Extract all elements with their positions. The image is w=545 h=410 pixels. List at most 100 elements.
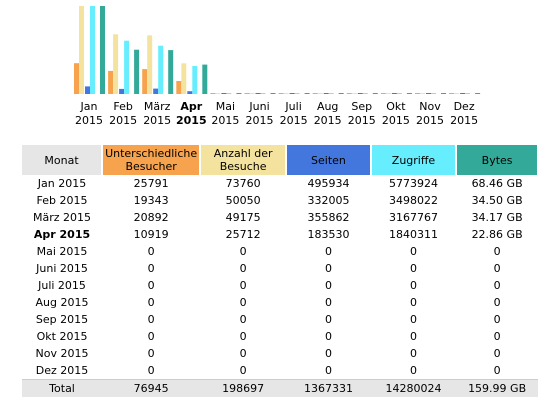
- month-label-year: 2015: [416, 114, 444, 127]
- header-visits-line2: Besuche: [219, 160, 267, 173]
- cell-month: Nov 2015: [35, 347, 89, 360]
- month-label-name: Mai: [215, 100, 236, 113]
- bar-visits: [283, 93, 289, 94]
- header-visits-line1: Anzahl der: [213, 147, 273, 160]
- total-pages: 1367331: [286, 379, 371, 397]
- month-label-name: Apr: [180, 100, 203, 113]
- cell-pages: 0: [324, 364, 332, 377]
- bar-hits: [362, 93, 368, 94]
- bar-visits: [317, 93, 323, 94]
- cell-visitors: 0: [147, 279, 155, 292]
- bar-bytes: [202, 64, 208, 94]
- bar-bytes: [270, 93, 276, 94]
- cell-month: Juni 2015: [36, 262, 88, 275]
- month-label-year: 2015: [211, 114, 240, 127]
- month-label-name: Dez: [453, 100, 475, 113]
- cell-pages: 0: [324, 262, 332, 275]
- bar-visitors: [142, 69, 148, 94]
- total-hits: 14280024: [370, 379, 457, 397]
- cell-visitors: 0: [147, 313, 155, 326]
- month-label: Feb 2015: [106, 100, 140, 128]
- bar-visitors: [108, 70, 114, 94]
- table-row: Dez 2015 0 0 0 0 0: [22, 362, 538, 380]
- month-label-year: 2015: [175, 114, 207, 127]
- month-label-name: März: [143, 100, 171, 113]
- cell-visits: 0: [239, 347, 247, 360]
- bar-bytes: [338, 93, 344, 94]
- cell-bytes: 68.46 GB: [471, 177, 523, 190]
- bar-chart-svg: [74, 6, 481, 94]
- cell-visits: 73760: [225, 177, 261, 190]
- bar-hits: [192, 66, 198, 94]
- table-row: Feb 2015 19343 50050 332005 3498022 34.50 GB: [22, 192, 538, 209]
- month-label: Okt 2015: [379, 100, 413, 128]
- bar-visits: [79, 6, 84, 94]
- bar-visitors: [244, 93, 250, 94]
- bar-pages: [255, 93, 261, 94]
- cell-month: Jan 2015: [37, 177, 87, 190]
- cell-visits: 50050: [225, 194, 261, 207]
- bar-hits: [90, 6, 95, 94]
- month-label-year: 2015: [109, 114, 138, 127]
- cell-month: Dez 2015: [35, 364, 89, 377]
- bar-visitors: [415, 93, 420, 94]
- month-label-name: Feb: [113, 100, 133, 113]
- cell-bytes: 0: [493, 279, 501, 292]
- total-visits: 198697: [200, 379, 287, 397]
- month-label-name: Juli: [285, 100, 302, 113]
- header-unique-visitors: Unterschiedliche Besucher: [102, 145, 202, 175]
- header-bytes: Bytes: [456, 145, 539, 175]
- cell-visits: 0: [239, 313, 247, 326]
- table-row: Sep 2015 0 0 0 0 0: [22, 311, 538, 328]
- bar-visitors: [210, 93, 216, 94]
- bar-bytes: [236, 93, 242, 94]
- cell-hits: 0: [410, 245, 417, 258]
- bar-bytes: [304, 93, 310, 94]
- table-row: Juni 2015 0 0 0 0 0: [22, 260, 538, 277]
- header-hits: Zugriffe: [370, 145, 458, 175]
- bar-visits: [215, 93, 221, 94]
- bar-bytes: [168, 50, 174, 94]
- bar-hits: [431, 93, 436, 94]
- bar-pages: [391, 93, 397, 94]
- cell-visitors: 10919: [133, 228, 169, 241]
- bar-visitors: [74, 63, 79, 94]
- bar-pages: [119, 88, 125, 94]
- month-label-name: Nov: [419, 100, 441, 113]
- cell-bytes: 34.17 GB: [471, 211, 523, 224]
- cell-bytes: 34.50 GB: [471, 194, 523, 207]
- bar-hits: [294, 93, 300, 94]
- total-visitors: 76945: [102, 379, 201, 397]
- cell-visits: 0: [239, 364, 247, 377]
- bar-visits: [420, 93, 425, 94]
- cell-hits: 0: [410, 262, 417, 275]
- cell-month: Feb 2015: [36, 194, 88, 207]
- cell-bytes: 0: [493, 296, 501, 309]
- month-label-name: Okt: [386, 100, 406, 113]
- bar-pages: [460, 93, 466, 94]
- cell-visitors: 0: [147, 262, 155, 275]
- table-row: Nov 2015 0 0 0 0 0: [22, 345, 538, 362]
- month-label: Mai 2015: [208, 100, 242, 128]
- table-row: Okt 2015 0 0 0 0 0: [22, 328, 538, 345]
- cell-pages: 495934: [307, 177, 350, 190]
- cell-pages: 332005: [307, 194, 350, 207]
- bar-visits: [181, 63, 187, 94]
- bar-visitors: [312, 93, 318, 94]
- bar-visits: [385, 93, 391, 94]
- bar-pages: [323, 93, 329, 94]
- month-label-name: Aug: [316, 100, 339, 113]
- cell-pages: 0: [324, 296, 332, 309]
- month-label-year: 2015: [450, 114, 479, 127]
- header-visits: Anzahl der Besuche: [200, 145, 288, 175]
- month-label-year: 2015: [313, 114, 342, 127]
- cell-pages: 0: [324, 330, 332, 343]
- bar-hits: [158, 45, 164, 94]
- bar-bytes: [372, 93, 378, 94]
- table-body: Jan 2015 25791 73760 495934 5773924 68.46 GB F…: [22, 175, 538, 380]
- bar-visitors: [278, 93, 284, 94]
- header-month: Monat: [22, 145, 104, 175]
- bar-visits: [249, 93, 255, 94]
- bar-visits: [351, 93, 357, 94]
- cell-bytes: 22.86 GB: [471, 228, 523, 241]
